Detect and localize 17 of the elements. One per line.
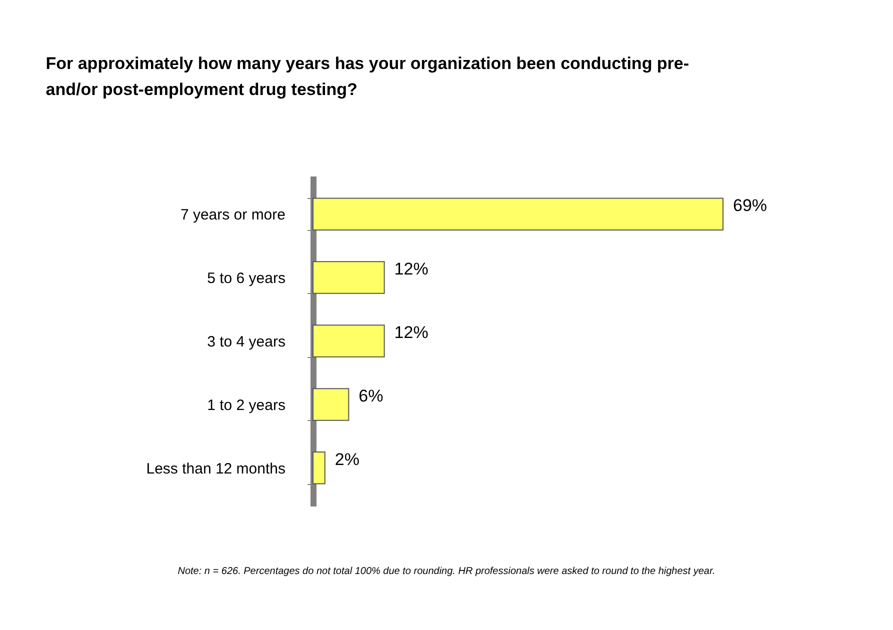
y-tick-label: Less than 12 months [146,460,286,478]
bar [312,261,385,294]
bar [312,452,326,484]
bar [312,388,350,421]
text: Note: n = 626. Percentages do not total 100% due to rounding. HR professionals were asked to round to the highest year. [176,566,716,577]
data-label: 12% [394,323,428,342]
y-tick-label: 7 years or more [180,206,286,224]
bar [312,324,385,358]
data-label: 12% [394,260,428,279]
y-tick-label: 3 to 4 years [207,334,286,350]
y-tick-label: 5 to 6 years [207,270,286,288]
data-label: 6% [358,386,384,406]
data-label: 69% [733,196,768,216]
data-label: 2% [334,450,360,469]
bar [312,198,724,230]
chart-title: For approximately how many years has your organization been conducting pre- and/or post-employment drug testing? [46,54,690,99]
y-tick-label: 1 to 2 years [207,396,286,414]
